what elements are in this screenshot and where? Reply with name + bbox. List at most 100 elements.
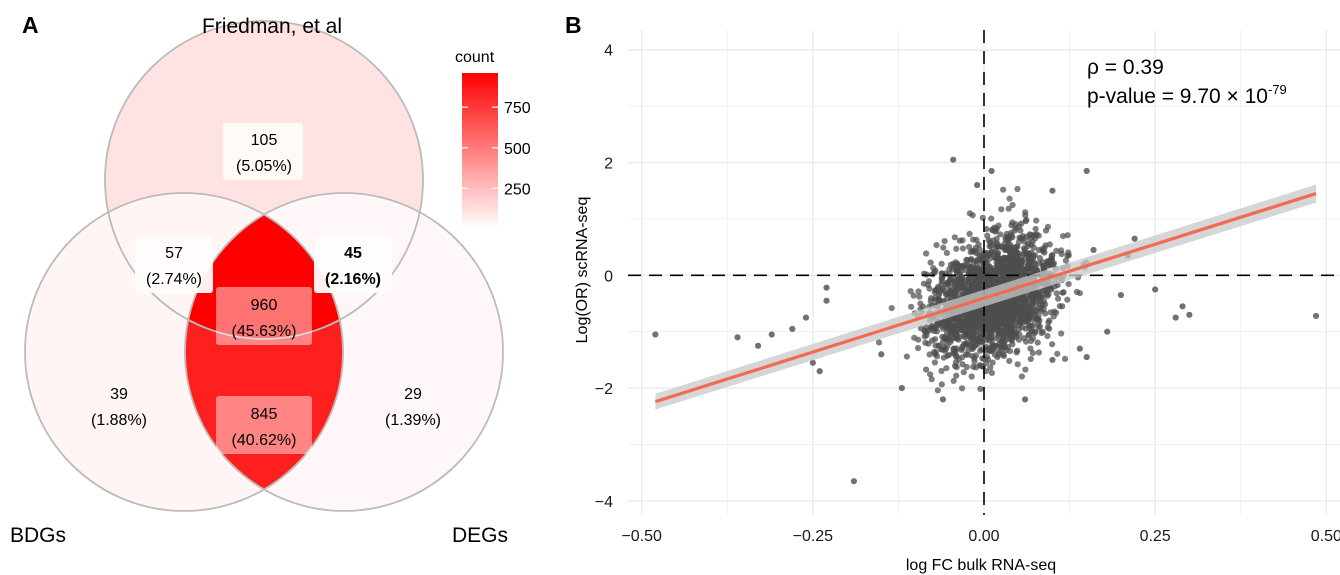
- scatter-point: [1013, 260, 1020, 267]
- scatter-point: [988, 167, 995, 175]
- scatter-point: [921, 328, 929, 335]
- scatter-point: [1049, 356, 1056, 364]
- scatter-point: [1007, 334, 1014, 341]
- scatter-point: [1014, 312, 1021, 319]
- scatter-point: [933, 353, 941, 360]
- scatter-point: [938, 260, 945, 267]
- scatter-point: [987, 255, 994, 262]
- set-name-right: DEGs: [452, 524, 508, 547]
- scatter-point: [988, 369, 996, 376]
- scatter-point: [1003, 230, 1010, 237]
- pvalue-exponent: -79: [1268, 82, 1287, 97]
- scatter-point: [984, 232, 991, 239]
- scatter-point: [1016, 269, 1023, 276]
- pct-top-only: (5.05%): [236, 158, 292, 175]
- scatter-point: [993, 309, 1001, 316]
- scatter-point: [923, 250, 930, 257]
- scatter-point: [1042, 227, 1050, 234]
- pvalue-text: p-value = 9.70 × 10-79: [1087, 82, 1287, 108]
- scatter-point: [1065, 281, 1072, 288]
- pvalue-prefix: p-value = 9.70 × 10: [1087, 85, 1268, 108]
- pct-top-left: (2.74%): [146, 271, 202, 288]
- x-tick-label: 0.25: [1140, 528, 1171, 545]
- scatter-point: [984, 283, 991, 290]
- scatter-point: [926, 351, 933, 358]
- scatter-point: [1001, 339, 1008, 346]
- scatter-point: [1002, 300, 1009, 307]
- scatter-point: [997, 231, 1004, 238]
- scatter-point: [1021, 396, 1029, 403]
- scatter-point: [953, 245, 960, 252]
- label-box-top-left: [135, 236, 213, 293]
- scatter-point: [993, 267, 1000, 275]
- x-tick-label: −0.50: [621, 528, 662, 545]
- y-tick-labels: −4 −2 0 2 4: [595, 43, 613, 511]
- label-box-all-three: [216, 287, 312, 345]
- scatter-point: [991, 224, 998, 231]
- scatter-point: [908, 303, 915, 310]
- scatter-point: [823, 297, 830, 304]
- scatter-point: [928, 376, 935, 383]
- scatter-point: [955, 336, 962, 343]
- scatter-point: [802, 314, 810, 321]
- scatter-point: [1020, 309, 1027, 316]
- panel-a: A 105 (5.05%) 57: [10, 12, 531, 547]
- scatter-point: [1312, 312, 1320, 320]
- scatter-point: [1186, 311, 1193, 318]
- scatter-point: [935, 342, 942, 349]
- rho-text: ρ = 0.39: [1087, 56, 1164, 79]
- count-left-right: 845: [251, 406, 278, 423]
- scatter-point: [927, 259, 934, 266]
- scatter-point: [999, 276, 1006, 283]
- scatter-point: [898, 385, 905, 392]
- panel-b: B −0.50 −0.25 0.00 0.25 0.50 −4 −2 0 2 4 log FC …: [565, 12, 1340, 574]
- legend-tick-label: 750: [504, 100, 531, 117]
- scatter-point: [910, 292, 917, 299]
- scatter-point: [969, 318, 976, 326]
- scatter-point: [1061, 355, 1069, 362]
- scatter-point: [1017, 318, 1024, 325]
- scatter-point: [938, 367, 945, 375]
- scatter-point: [878, 351, 885, 358]
- x-tick-label: 0.00: [968, 528, 999, 545]
- scatter-point: [1030, 322, 1037, 329]
- scatter-point: [959, 237, 966, 244]
- scatter-point: [1058, 250, 1065, 258]
- scatter-point: [999, 256, 1006, 263]
- scatter-point: [973, 339, 980, 346]
- scatter-point: [953, 345, 960, 352]
- y-tick-label: 4: [604, 43, 613, 60]
- scatter-point: [926, 285, 933, 292]
- scatter-point: [1032, 231, 1039, 239]
- scatter-point: [1062, 257, 1069, 264]
- scatter-point: [933, 242, 940, 249]
- scatter-point: [1064, 252, 1071, 259]
- scatter-point: [1083, 167, 1090, 175]
- pct-right-only: (1.39%): [385, 412, 441, 429]
- scatter-point: [963, 256, 970, 263]
- scatter-point: [953, 352, 960, 359]
- scatter-point: [1055, 295, 1062, 302]
- venn-labels: 105 (5.05%) 57 (2.74%) 45 (2.16%) 960 (4…: [91, 132, 441, 449]
- scatter-point: [988, 215, 995, 222]
- label-box-left-right: [216, 396, 312, 454]
- scatter-point: [975, 241, 982, 248]
- scatter-point: [1001, 316, 1009, 323]
- legend-ticks: 250 500 750: [462, 100, 531, 198]
- scatter-point: [1009, 201, 1016, 209]
- count-top-left: 57: [165, 245, 183, 262]
- scatter-point: [943, 249, 951, 256]
- scatter-point: [937, 320, 944, 327]
- y-tick-label: 0: [604, 268, 613, 285]
- scatter-point: [951, 234, 958, 241]
- scatter-point: [1029, 299, 1036, 306]
- scatter-point: [987, 239, 994, 246]
- scatter-point: [1033, 217, 1040, 224]
- scatter-point: [1018, 254, 1025, 261]
- scatter-point: [950, 377, 957, 384]
- scatter-point: [809, 359, 816, 366]
- scatter-point: [964, 341, 971, 349]
- scatter-point: [1007, 316, 1014, 323]
- y-tick-label: −2: [595, 381, 613, 398]
